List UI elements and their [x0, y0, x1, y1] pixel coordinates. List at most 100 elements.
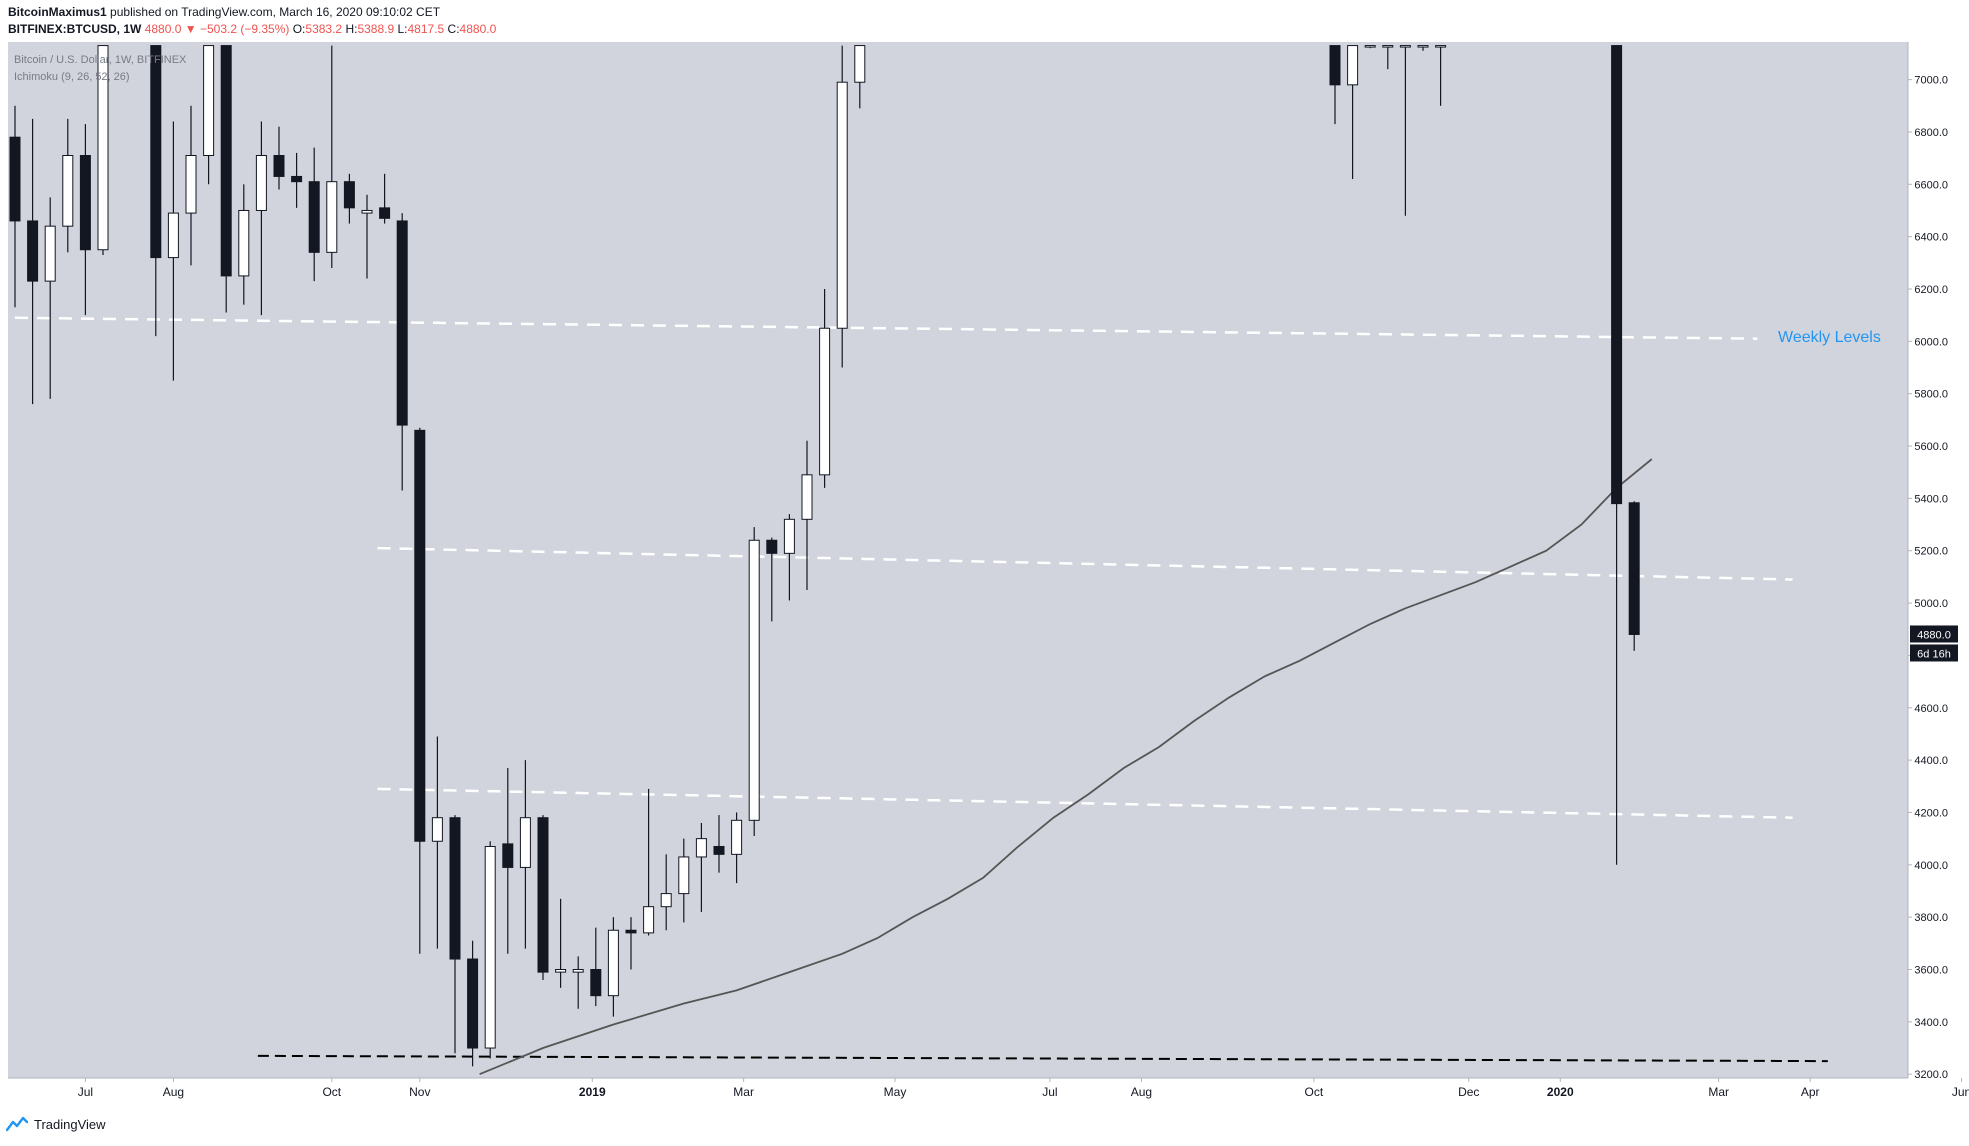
- time-axis-ticks: Jul Aug Oct Nov 2019 Mar May Jul Aug Oct Dec 2020 Ma…: [78, 1078, 1969, 1099]
- candle-body: [590, 969, 602, 997]
- price-tick-label: 4600.0: [1914, 703, 1948, 715]
- candle-body: [801, 474, 813, 520]
- time-tick-label: Jul: [1042, 1085, 1057, 1099]
- candle-body: [1329, 45, 1341, 86]
- candle-body: [97, 45, 109, 251]
- bullish-candle: [97, 45, 109, 255]
- candle-body: [783, 518, 795, 554]
- bullish-candle: [255, 121, 267, 316]
- bullish-candle: [555, 898, 567, 988]
- candle-body: [1399, 45, 1411, 48]
- last-price-badge-text: 4880.0: [1917, 629, 1951, 641]
- time-tick-label: Mar: [1708, 1085, 1729, 1099]
- candle-body: [625, 929, 637, 934]
- candle-body: [660, 893, 672, 908]
- price-change: −503.2 (−9.35%): [199, 22, 290, 36]
- candle-body: [731, 819, 743, 855]
- candle-body: [167, 212, 179, 259]
- weekly-level-line: [377, 787, 1793, 819]
- candle-body: [431, 817, 443, 842]
- low-value: 4817.5: [407, 22, 445, 36]
- bullish-candle: [361, 194, 373, 279]
- bearish-candle: [766, 537, 778, 622]
- price-tick-label: 5800.0: [1914, 389, 1948, 401]
- bearish-candle: [1611, 45, 1623, 865]
- bullish-candle: [836, 45, 848, 368]
- candle-body: [572, 969, 584, 973]
- tradingview-logo-icon[interactable]: [6, 1116, 28, 1132]
- candle-body: [819, 327, 831, 476]
- candle-body: [1611, 45, 1623, 505]
- bearish-candle: [27, 118, 39, 405]
- candle-body: [185, 155, 197, 214]
- bearish-candle: [308, 147, 320, 282]
- candle-body: [238, 209, 250, 277]
- bullish-candle: [572, 956, 584, 1009]
- indicator-label[interactable]: Ichimoku (9, 26, 52, 26): [14, 71, 130, 83]
- candle-body: [1347, 45, 1359, 86]
- candle-body: [854, 45, 866, 83]
- candle-body: [414, 429, 426, 842]
- price-tick-label: 5600.0: [1914, 441, 1948, 453]
- chart-overlay-title: Bitcoin / U.S. Dollar, 1W, BITFINEX: [14, 54, 187, 66]
- countdown-badge-bg: [1910, 644, 1958, 662]
- countdown-badge-text: 6d 16h: [1917, 648, 1951, 660]
- bullish-candle: [519, 760, 531, 949]
- bullish-candle: [801, 440, 813, 590]
- last-price: 4880.0: [144, 22, 182, 36]
- price-tick-label: 3400.0: [1914, 1017, 1948, 1029]
- price-axis-background[interactable]: [1908, 42, 1969, 1078]
- open-value: 5383.2: [305, 22, 343, 36]
- moving-average-layer: [479, 458, 1653, 1076]
- price-tick-label: 5200.0: [1914, 546, 1948, 558]
- publish-info: BitcoinMaximus1 published on TradingView…: [8, 5, 440, 19]
- price-tick-label: 3200.0: [1914, 1069, 1948, 1081]
- candle-body: [836, 81, 848, 329]
- price-tick-label: 4000.0: [1914, 860, 1948, 872]
- time-tick-label: Oct: [322, 1085, 341, 1099]
- time-tick-label: May: [884, 1085, 907, 1099]
- bullish-candle: [854, 45, 866, 109]
- bearish-candle: [537, 815, 549, 980]
- time-tick-label: Mar: [733, 1085, 754, 1099]
- low-label: L:: [397, 22, 408, 36]
- candle-body: [361, 209, 373, 214]
- candle-body: [396, 220, 408, 426]
- bullish-candle: [167, 121, 179, 381]
- price-tick-label: 6800.0: [1914, 127, 1948, 139]
- bearish-candle: [9, 105, 21, 308]
- bullish-candle: [1399, 45, 1411, 216]
- time-tick-label: 2019: [579, 1085, 606, 1099]
- chart-header: BitcoinMaximus1 published on TradingView…: [0, 0, 1969, 42]
- bearish-candle: [379, 173, 391, 224]
- publisher-name[interactable]: BitcoinMaximus1: [8, 5, 107, 19]
- bullish-candle: [1382, 45, 1394, 70]
- tradingview-brand[interactable]: TradingView: [34, 1116, 106, 1132]
- bullish-candle: [783, 514, 795, 601]
- candle-body: [643, 906, 655, 934]
- bearish-candle: [220, 45, 232, 313]
- bullish-candle: [431, 736, 443, 949]
- price-tick-label: 5000.0: [1914, 598, 1948, 610]
- high-value: 5388.9: [357, 22, 395, 36]
- symbol-label[interactable]: BITFINEX:BTCUSD, 1W: [8, 22, 142, 36]
- candle-body: [62, 155, 74, 227]
- bullish-candle: [203, 45, 215, 185]
- weekly-levels-label[interactable]: Weekly Levels: [1778, 329, 1881, 346]
- candle-body: [748, 539, 760, 821]
- published-text: published on TradingView.com, March 16, …: [110, 5, 441, 19]
- bullish-candle: [1417, 45, 1429, 51]
- last-price-badge-bg: [1910, 625, 1958, 643]
- bullish-candle: [484, 841, 496, 1059]
- bullish-candle: [695, 822, 707, 912]
- time-tick-label: Nov: [409, 1085, 430, 1099]
- bearish-candle: [343, 173, 355, 224]
- weekly-level-line: [377, 546, 1793, 581]
- candles-layer: [9, 45, 1640, 1067]
- bearish-candle: [467, 940, 479, 1067]
- last-price-badge: 4880.0 6d 16h: [1910, 625, 1958, 662]
- price-tick-label: 6000.0: [1914, 336, 1948, 348]
- bearish-candle: [1329, 45, 1341, 125]
